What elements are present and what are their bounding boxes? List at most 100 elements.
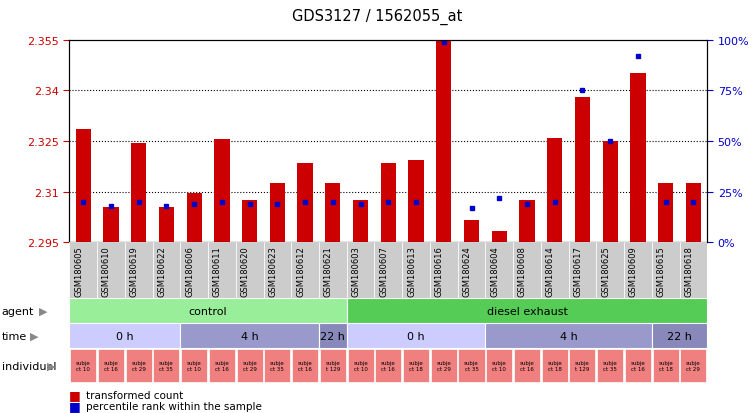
Bar (236, 243, 263, 299)
Bar (575, 98, 590, 243)
Bar (597, 349, 624, 382)
Bar (513, 243, 541, 299)
Bar (180, 323, 319, 348)
Text: subje
ct 10: subje ct 10 (187, 360, 201, 371)
Text: subje
ct 18: subje ct 18 (409, 360, 424, 371)
Bar (319, 323, 347, 348)
Bar (630, 74, 645, 243)
Text: percentile rank within the sample: percentile rank within the sample (86, 401, 262, 411)
Bar (291, 243, 319, 299)
Bar (685, 184, 701, 243)
Bar (541, 243, 569, 299)
Text: GSM180603: GSM180603 (351, 246, 360, 297)
Bar (547, 138, 562, 243)
Bar (97, 243, 125, 299)
Bar (242, 201, 257, 243)
Text: 22 h: 22 h (320, 331, 345, 341)
Text: GSM180622: GSM180622 (158, 246, 167, 296)
Bar (375, 243, 402, 299)
Text: subje
ct 35: subje ct 35 (159, 360, 174, 371)
Bar (464, 221, 479, 243)
Bar (69, 323, 180, 348)
Bar (409, 160, 424, 243)
Text: subje
ct 29: subje ct 29 (686, 360, 700, 371)
Bar (159, 207, 174, 243)
Bar (153, 349, 179, 382)
Text: time: time (2, 331, 26, 341)
Bar (658, 184, 673, 243)
Bar (541, 349, 568, 382)
Bar (208, 243, 236, 299)
Bar (126, 349, 152, 382)
Bar (98, 349, 124, 382)
Text: GSM180612: GSM180612 (296, 246, 305, 296)
Text: control: control (188, 306, 228, 316)
Bar (381, 164, 396, 243)
Text: 4 h: 4 h (559, 331, 578, 341)
Bar (651, 243, 679, 299)
Bar (186, 194, 202, 243)
Bar (69, 299, 347, 323)
Bar (181, 349, 207, 382)
Bar (431, 349, 457, 382)
Text: GSM180615: GSM180615 (657, 246, 666, 296)
Text: GSM180623: GSM180623 (268, 246, 277, 297)
Text: subje
ct 35: subje ct 35 (464, 360, 479, 371)
Bar (458, 349, 485, 382)
Text: subje
ct 16: subje ct 16 (215, 360, 229, 371)
Text: GSM180613: GSM180613 (407, 246, 416, 297)
Text: transformed count: transformed count (86, 390, 183, 400)
Bar (602, 142, 618, 243)
Bar (70, 349, 97, 382)
Bar (625, 349, 651, 382)
Bar (298, 164, 313, 243)
Bar (679, 243, 707, 299)
Text: GSM180604: GSM180604 (490, 246, 499, 296)
Bar (353, 201, 368, 243)
Bar (430, 243, 458, 299)
Bar (347, 299, 707, 323)
Bar (348, 349, 374, 382)
Text: GSM180616: GSM180616 (435, 246, 444, 297)
Text: GSM180624: GSM180624 (462, 246, 471, 296)
Text: diesel exhaust: diesel exhaust (486, 306, 568, 316)
Text: subje
ct 16: subje ct 16 (520, 360, 535, 371)
Text: subje
ct 16: subje ct 16 (381, 360, 396, 371)
Text: GSM180620: GSM180620 (241, 246, 250, 296)
Text: ▶: ▶ (30, 331, 38, 341)
Bar (514, 349, 540, 382)
Bar (180, 243, 208, 299)
Text: 22 h: 22 h (667, 331, 692, 341)
Text: GSM180611: GSM180611 (213, 246, 222, 296)
Bar (624, 243, 651, 299)
Bar (320, 349, 346, 382)
Bar (375, 349, 401, 382)
Text: GDS3127 / 1562055_at: GDS3127 / 1562055_at (292, 9, 462, 25)
Bar (569, 349, 596, 382)
Bar (270, 184, 285, 243)
Text: 0 h: 0 h (116, 331, 133, 341)
Text: agent: agent (2, 306, 34, 316)
Text: subje
ct 10: subje ct 10 (76, 360, 90, 371)
Bar (103, 207, 118, 243)
Text: 4 h: 4 h (241, 331, 259, 341)
Text: subje
ct 10: subje ct 10 (492, 360, 507, 371)
Text: subje
t 129: subje t 129 (326, 360, 340, 371)
Bar (651, 323, 707, 348)
Bar (237, 349, 262, 382)
Text: subje
ct 29: subje ct 29 (437, 360, 451, 371)
Bar (653, 349, 679, 382)
Text: ▶: ▶ (39, 306, 48, 316)
Text: GSM180618: GSM180618 (685, 246, 694, 297)
Text: subje
ct 18: subje ct 18 (547, 360, 562, 371)
Bar (265, 349, 290, 382)
Text: ■: ■ (69, 399, 81, 412)
Text: GSM180617: GSM180617 (574, 246, 582, 297)
Bar (325, 184, 341, 243)
Bar (292, 349, 318, 382)
Bar (69, 243, 97, 299)
Bar (486, 323, 651, 348)
Text: GSM180607: GSM180607 (379, 246, 388, 297)
Text: subje
t 129: subje t 129 (575, 360, 590, 371)
Bar (596, 243, 624, 299)
